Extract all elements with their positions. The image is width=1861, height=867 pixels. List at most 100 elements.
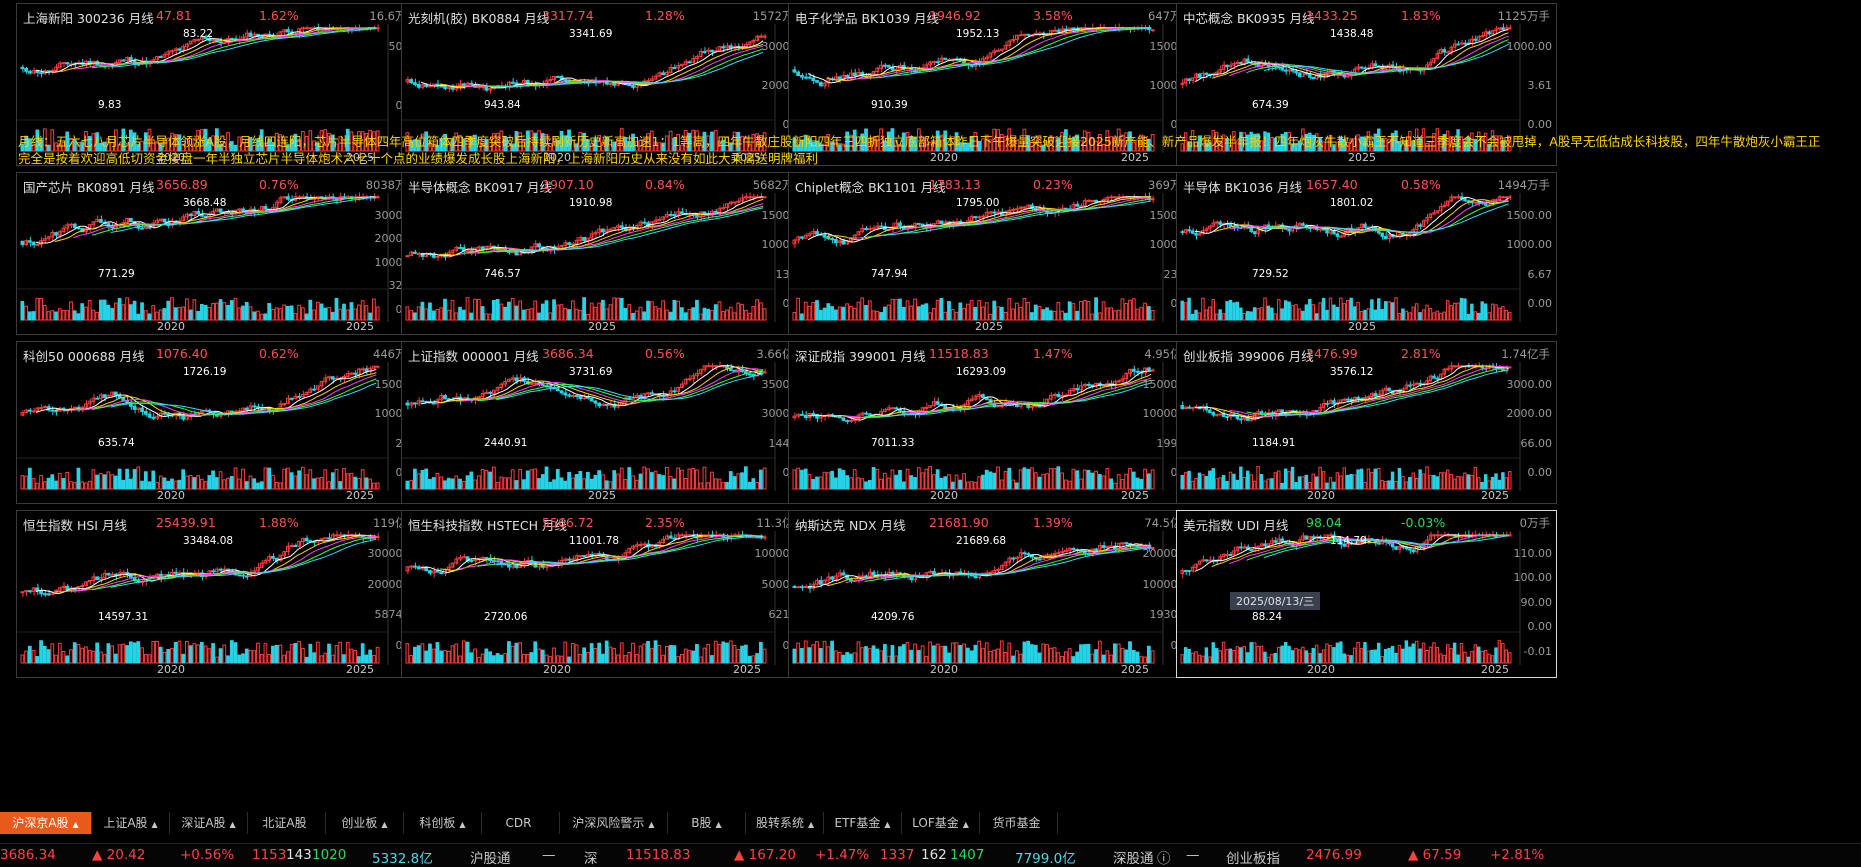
chart-panel[interactable]: 国产芯片 BK0891 月线 3656.89 0.76% 8038万手 3000.00 2… [16,172,425,335]
help-icon[interactable]: ⓘ [1157,851,1171,867]
x-axis-label: 2025 [346,320,374,333]
chart-panel[interactable]: 恒生科技指数 HSTECH 月线 5566.72 2.35% 11.3亿手 10000.… [401,510,812,678]
kline-chart[interactable] [789,4,1200,166]
market-tab-label: CDR [505,816,532,830]
x-axis-label: 2020 [1307,663,1335,676]
market-tab-label: 沪深风险警示 [572,816,645,830]
high-mark: 1438.48 [1330,28,1374,40]
market-tab[interactable]: 股转系统 ▲ [746,812,824,834]
low-mark: 943.84 [484,99,521,111]
kline-chart[interactable] [17,173,425,335]
low-mark: 729.52 [1252,268,1289,280]
date-tooltip: 2025/08/13/三 [1230,592,1321,610]
kline-chart[interactable] [789,342,1200,504]
x-axis-label: 2025 [1481,489,1509,502]
chart-panel[interactable]: 电子化学品 BK1039 月线 1946.92 3.58% 647万手 1500.00 1… [788,3,1200,166]
sz-index-change: ▲ 167.20 [734,847,796,863]
axis-label: 100.00 [1513,571,1553,585]
kline-chart[interactable] [402,342,812,504]
market-tab-label: 货币基金 [992,816,1041,830]
kline-chart[interactable] [17,511,425,678]
sz-index-price: 11518.83 [626,847,691,863]
sz-flat-count: 162 [921,847,947,863]
panel-title: Chiplet概念 BK1101 月线 [795,180,946,195]
market-tab[interactable]: LOF基金 ▲ [902,812,980,834]
sh-down-count: 1020 [312,847,347,863]
x-axis-label: 2025 [346,489,374,502]
panel-change-pct: 1.47% [1033,346,1073,361]
hgt-label[interactable]: 沪股通 [470,851,511,867]
kline-chart[interactable] [17,4,425,166]
market-tab-label: 股转系统 [756,816,805,830]
market-tab[interactable]: 沪深风险警示 ▲ [560,812,668,834]
kline-chart[interactable] [402,173,812,335]
tab-arrow-icon: ▲ [962,820,969,829]
market-tab[interactable]: 上证A股 ▲ [92,812,170,834]
low-mark: 910.39 [871,99,908,111]
kline-chart[interactable] [402,4,812,166]
low-mark: 1184.91 [1252,437,1296,449]
chart-panel[interactable]: 上海新阳 300236 月线47.811.62%16.6万手50.000.008… [16,3,425,166]
x-axis-label: 2020 [543,151,571,164]
kline-chart[interactable] [789,173,1200,335]
panel-price: 5566.72 [542,515,594,530]
kline-chart[interactable] [1177,4,1557,166]
high-mark: 16293.09 [956,366,1007,378]
x-axis-label: 2025 [1121,663,1149,676]
kline-chart[interactable] [402,511,812,678]
chart-panel[interactable]: 半导体概念 BK0917 月线 1907.10 0.84% 5682万手 1500.00… [401,172,812,335]
chart-panel[interactable]: 科创50 000688 月线 1076.40 0.62% 446万手 1500.00 10… [16,341,425,504]
chart-panel[interactable]: 纳斯达克 NDX 月线 21681.90 1.39% 74.5亿手 20000.00 10… [788,510,1200,678]
kline-chart[interactable] [789,511,1200,678]
tab-arrow-icon: ▲ [884,820,891,829]
axis-label: 110.00 [1513,547,1553,560]
sgt-label[interactable]: 深股通 [1113,851,1154,867]
axis-label: 2000.00 [1506,407,1553,421]
market-tab[interactable]: 北证A股 [248,812,326,834]
cyb-label: 创业板指 [1226,851,1280,867]
panel-change-pct: 0.62% [259,346,299,361]
chart-panel[interactable]: 中芯概念 BK0935 月线 1433.25 1.83% 1125万手 1000.00 3… [1176,3,1557,166]
market-tab[interactable]: 科创板 ▲ [404,812,482,834]
panel-title: 电子化学品 BK1039 月线 [795,11,940,26]
cyb-index-change: ▲ 67.59 [1408,847,1462,863]
sh-index-pct: +0.56% [180,847,235,863]
kline-chart[interactable] [17,342,425,504]
market-tab[interactable]: ETF基金 ▲ [824,812,902,834]
x-axis-label: 2025 [1121,489,1149,502]
low-mark: 14597.31 [98,611,149,623]
kline-chart[interactable] [1177,511,1557,678]
panel-title: 国产芯片 BK0891 月线 [23,180,155,195]
panel-volume: 1.74亿手 [1501,347,1550,361]
panel-change-pct: 1.39% [1033,515,1073,530]
market-tab[interactable]: CDR [482,812,560,834]
panel-change-pct: 3.58% [1033,8,1073,23]
axis-label: 1500.00 [1506,209,1553,222]
panel-title: 半导体概念 BK0917 月线 [408,180,553,195]
tab-arrow-icon: ▲ [151,820,158,829]
chart-panel[interactable]: 半导体 BK1036 月线 1657.40 0.58% 1494万手 1500.00 10… [1176,172,1557,335]
panel-price: 98.04 [1306,515,1342,530]
panel-title: 恒生科技指数 HSTECH 月线 [408,518,567,533]
chart-panel[interactable]: 创业板指 399006 月线 2476.99 2.81% 1.74亿手 3000.00 2… [1176,341,1557,504]
market-tab-label: 沪深京A股 [12,816,69,830]
kline-chart[interactable] [1177,342,1557,504]
chart-panel[interactable]: Chiplet概念 BK1101 月线 1783.13 0.23% 369万手 1500… [788,172,1200,335]
sz-amount: 7799.0亿 [1015,851,1076,867]
sz-up-count: 1337 [880,847,915,863]
market-tab[interactable]: 货币基金 [980,812,1058,834]
chart-panel[interactable]: 上证指数 000001 月线 3686.34 0.56% 3.66亿手 3500.00 3… [401,341,812,504]
market-tab[interactable]: B股 ▲ [668,812,746,834]
chart-panel[interactable]: 光刻机(胶) BK0884 月线 3317.74 1.28% 1572万手 3000.0… [401,3,812,166]
chart-panel[interactable]: 恒生指数 HSI 月线 25439.91 1.88% 119亿手 30000.00 200… [16,510,425,678]
axis-label: 0.00 [1527,118,1553,131]
chart-panel[interactable]: 深证成指 399001 月线 11518.83 1.47% 4.95亿手 15000.0… [788,341,1200,504]
market-tab-label: 科创板 [419,816,456,830]
market-tab[interactable]: 创业板 ▲ [326,812,404,834]
kline-chart[interactable] [1177,173,1557,335]
market-tab[interactable]: 沪深京A股 ▲ [0,812,92,834]
market-tab[interactable]: 深证A股 ▲ [170,812,248,834]
axis-label: 3.61 [1527,79,1553,92]
low-mark: 2440.91 [484,437,528,449]
panel-change-pct: 2.81% [1401,346,1441,361]
